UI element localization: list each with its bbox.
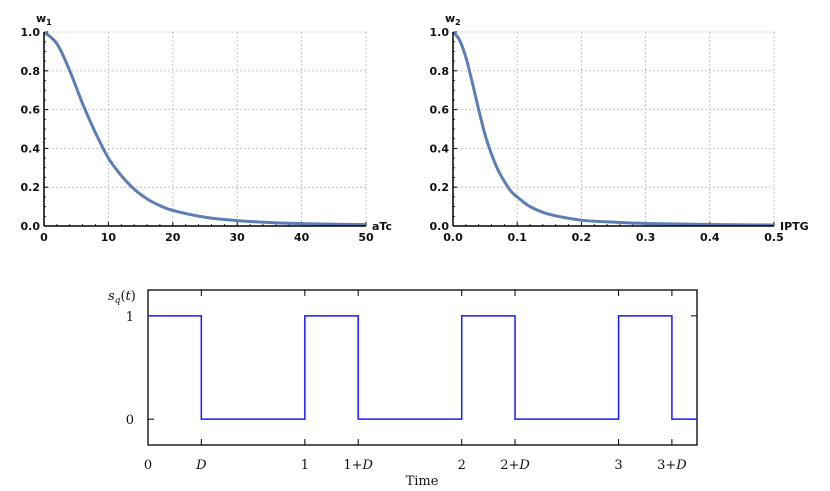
chart-w2-series-line xyxy=(451,30,775,227)
c1-y-tick-label: 1.0 xyxy=(21,26,41,39)
chart-w1: 0 10 20 30 40 50 0.0 0.2 0.4 0.6 0.8 1.0 w1 aTc xyxy=(21,12,393,244)
chart-w2: 0.0 0.1 0.2 0.3 0.4 0.50.00.20.40.60.81.0 w2 … xyxy=(430,12,809,244)
c2-x-tick-label: 0.4 xyxy=(700,231,720,244)
c2-x-tick-label: 0.0 xyxy=(443,231,463,244)
c1-y-tick-label: 0.8 xyxy=(21,65,41,78)
chart-w2-grid xyxy=(453,31,775,226)
c2-x-tick-label: 0.1 xyxy=(507,231,527,244)
chart-sq-series-line xyxy=(148,315,697,420)
chart-sq: 0 D 1 1+D 2 2+D 3 3+D 0 1 sq(t) Time xyxy=(108,289,698,489)
chart-w1-ticks: 0 10 20 30 40 50 0.0 0.2 0.4 0.6 0.8 1.0 xyxy=(21,26,374,244)
c1-x-tick-label: 20 xyxy=(165,231,181,244)
c2-y-tick-label: 0.8 xyxy=(430,65,450,78)
chart-sq-frame xyxy=(147,289,698,446)
c1-x-tick-label: 30 xyxy=(230,231,246,244)
chart-w1-grid xyxy=(44,31,367,226)
c1-y-tick-label: 0.0 xyxy=(21,220,41,233)
chart-w1-series-line xyxy=(42,30,367,227)
chart-w1-xlabel: aTc xyxy=(372,220,392,233)
c1-y-tick-label: 0.4 xyxy=(21,142,41,155)
chart-w1-ylabel: w1 xyxy=(36,12,52,27)
c1-y-tick-label: 0.2 xyxy=(21,181,41,194)
c2-y-tick-label: 1.0 xyxy=(430,26,450,39)
c1-y-tick-label: 0.6 xyxy=(21,104,41,117)
chart-sq-ticks: 0 D 1 1+D 2 2+D 3 3+D 0 1 xyxy=(126,290,697,473)
c2-y-tick-label: 0.2 xyxy=(430,181,450,194)
chart-sq-x-tick-label: 3 xyxy=(614,458,622,473)
chart-sq-x-tick-label: 1+D xyxy=(343,458,373,473)
chart-sq-x-tick-label: D xyxy=(195,458,207,473)
c1-x-tick-label: 40 xyxy=(294,231,310,244)
chart-w2-xlabel: IPTG xyxy=(780,220,809,233)
chart-sq-x-tick-label: 2 xyxy=(458,458,466,473)
chart-sq-x-tick-label: 2+D xyxy=(500,458,530,473)
c2-x-tick-label: 0.5 xyxy=(764,231,784,244)
c2-y-tick-label: 0.6 xyxy=(430,104,450,117)
chart-sq-xlabel: Time xyxy=(406,474,439,489)
c1-x-tick-label: 10 xyxy=(101,231,117,244)
chart-sq-y-tick-label: 1 xyxy=(126,310,134,325)
c2-y-tick-label: 0.4 xyxy=(430,142,450,155)
chart-sq-x-tick-label: 1 xyxy=(301,458,309,473)
c1-x-tick-label: 0 xyxy=(40,231,48,244)
c2-y-tick-label: 0.0 xyxy=(430,220,450,233)
chart-sq-ylabel: sq(t) xyxy=(108,289,136,306)
chart-sq-x-tick-label: 0 xyxy=(144,458,152,473)
chart-sq-y-tick-label: 0 xyxy=(126,413,134,428)
chart-w2-ticks: 0.0 0.1 0.2 0.3 0.4 0.5 0.0 0.2 0.4 0.6 0.8 1.0 xyxy=(430,26,784,244)
c2-x-tick-label: 0.3 xyxy=(636,231,656,244)
c2-x-tick-label: 0.2 xyxy=(572,231,592,244)
chart-w2-ylabel: w2 xyxy=(445,12,461,27)
c1-x-tick-label: 50 xyxy=(358,231,374,244)
chart-sq-x-tick-label: 3+D xyxy=(657,458,687,473)
